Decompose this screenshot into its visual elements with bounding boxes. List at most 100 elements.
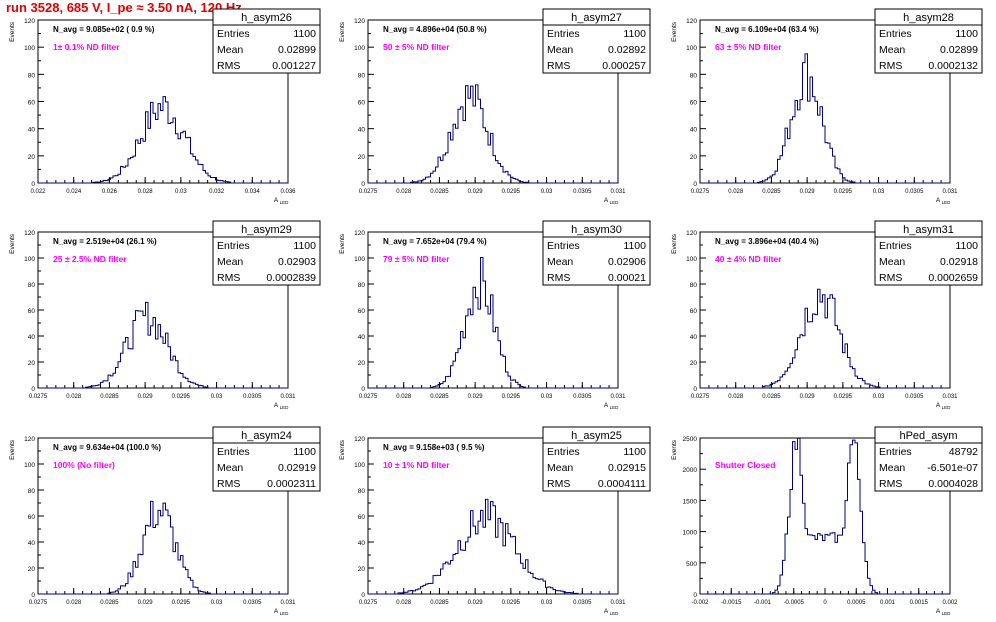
run-title: run 3528, 685 V, I_pe ≈ 3.50 nA, 120 Hz: [6, 0, 242, 15]
x-tick-label: 0.028: [66, 600, 82, 606]
y-tick-label: 2000: [683, 467, 698, 474]
y-tick-label: 40: [358, 540, 366, 547]
stats-box: [542, 426, 651, 492]
x-axis-label: A: [936, 608, 941, 615]
y-tick-label: 40: [358, 334, 366, 341]
y-tick-label: 120: [24, 230, 35, 237]
x-tick-label: 0.0285: [430, 189, 449, 195]
y-tick-label: 60: [358, 514, 366, 521]
histogram-name: h_asym29: [241, 224, 292, 236]
y-tick-label: 20: [28, 360, 36, 367]
y-tick-label: 0: [693, 592, 697, 599]
x-axis-label: A: [274, 197, 279, 204]
y-tick-label: 80: [28, 72, 36, 79]
stat-label: Entries: [217, 240, 250, 252]
y-tick-label: 1500: [683, 498, 698, 505]
filter-label: Shutter Closed: [715, 460, 775, 470]
stat-value: 48792: [949, 446, 978, 458]
stat-value: 0.02906: [608, 256, 646, 268]
navg-label: N_avg = 2.519e+04 (26.1 %): [53, 237, 157, 246]
stat-label: Mean: [217, 256, 243, 268]
y-tick-label: 80: [690, 282, 698, 289]
histogram-name: h_asym28: [903, 12, 954, 24]
x-tick-label: 0.031: [280, 600, 296, 606]
stat-value: 1100: [293, 446, 316, 458]
x-tick-label: -0.0015: [721, 600, 742, 606]
y-tick-label: 60: [690, 100, 698, 107]
y-tick-label: 60: [28, 308, 36, 315]
x-tick-label: 0.0305: [905, 189, 924, 195]
histogram-line: [368, 257, 618, 389]
x-tick-label: 0.031: [610, 394, 626, 400]
histogram-hPed_asym: 0 500 1000 1500 2000 2500 Events -0.002 -0.0015 -…: [671, 426, 983, 616]
y-tick-label: 120: [354, 18, 365, 25]
y-tick-label: 100: [24, 256, 35, 263]
stats-box: [542, 8, 651, 74]
y-tick-label: 80: [28, 282, 36, 289]
x-tick-label: 0.03: [211, 600, 223, 606]
navg-label: N_avg = 7.652e+04 (79.4 %): [383, 237, 487, 246]
stat-value: 0.02918: [940, 256, 978, 268]
x-tick-label: 0.034: [245, 189, 261, 195]
x-axis-label-sub: LED: [942, 405, 952, 410]
x-tick-label: 0.0295: [834, 394, 853, 400]
stats-box: [212, 220, 321, 286]
stat-label: RMS: [547, 60, 570, 72]
histogram-line: [38, 96, 288, 184]
y-tick-label: 0: [361, 592, 365, 599]
navg-label: N_avg = 9.634e+04 (100.0 %): [53, 443, 161, 452]
x-tick-label: 0.0295: [502, 600, 521, 606]
y-tick-label: 40: [28, 540, 36, 547]
stat-value: 0.02899: [278, 44, 316, 56]
x-tick-label: 0.0285: [100, 600, 119, 606]
stat-label: RMS: [547, 272, 570, 284]
y-tick-label: 0: [361, 181, 365, 188]
stat-value: 1100: [623, 240, 646, 252]
y-tick-label: 2500: [683, 436, 698, 443]
histogram-h_asym25: 0 20 40 60 80 100 120 Events 0.0275 0.028 0.0285 0.…: [339, 426, 651, 616]
stat-value: 0.02903: [278, 256, 316, 268]
histogram-h_asym30: 0 20 40 60 80 100 120 Events 0.0275 0.028 0.0285 0.…: [339, 220, 651, 410]
navg-label: N_avg = 9.158e+03 ( 9.5 %): [383, 443, 485, 452]
y-tick-label: 120: [354, 436, 365, 443]
y-axis-label: Events: [671, 21, 678, 42]
stat-value: 0.0002132: [928, 60, 978, 72]
filter-label: 25 ± 2.5% ND filter: [53, 254, 127, 264]
x-tick-label: 0.0305: [573, 189, 592, 195]
y-tick-label: 20: [358, 360, 366, 367]
stat-label: Entries: [547, 28, 580, 40]
x-tick-label: 0.0295: [834, 189, 853, 195]
x-tick-label: 0.029: [138, 394, 154, 400]
histogram-line: [368, 84, 618, 184]
x-axis-label-sub: LED: [942, 200, 952, 205]
x-axis-label-sub: LED: [610, 405, 620, 410]
x-tick-label: 0.0285: [100, 394, 119, 400]
stat-label: Mean: [547, 44, 573, 56]
stat-value: 0.0002311: [267, 478, 316, 490]
stat-label: Entries: [879, 28, 912, 40]
stat-label: RMS: [879, 272, 902, 284]
stat-value: 0.0004028: [928, 478, 978, 490]
stat-value: 1100: [955, 28, 978, 40]
x-tick-label: 0.0275: [359, 394, 378, 400]
filter-label: 40 ± 4% ND filter: [715, 254, 782, 264]
x-axis-label-sub: LED: [280, 611, 290, 616]
x-tick-label: 0.029: [800, 394, 816, 400]
y-axis-label: Events: [339, 233, 346, 254]
stat-value: 0.02892: [608, 44, 646, 56]
y-tick-label: 60: [690, 308, 698, 315]
x-tick-label: 0.032: [209, 189, 225, 195]
stat-value: 1100: [623, 28, 646, 40]
stats-box: [874, 220, 983, 286]
stat-label: Mean: [217, 462, 243, 474]
x-tick-label: 0.0295: [502, 189, 521, 195]
stat-value: 0.00021: [608, 272, 646, 284]
histogram-line: [700, 288, 950, 389]
histogram-line: [38, 301, 288, 389]
histogram-h_asym31: 0 20 40 60 80 100 120 Events 0.0275 0.028 0.0285 0.…: [671, 220, 983, 410]
histogram-h_asym26: 0 20 40 60 80 100 120 Events 0.022 0.024 0.026 0.02…: [9, 8, 321, 205]
histogram-name: h_asym24: [241, 430, 292, 442]
x-axis-label: A: [604, 608, 609, 615]
x-axis-label: A: [604, 197, 609, 204]
x-tick-label: 0.031: [942, 189, 958, 195]
